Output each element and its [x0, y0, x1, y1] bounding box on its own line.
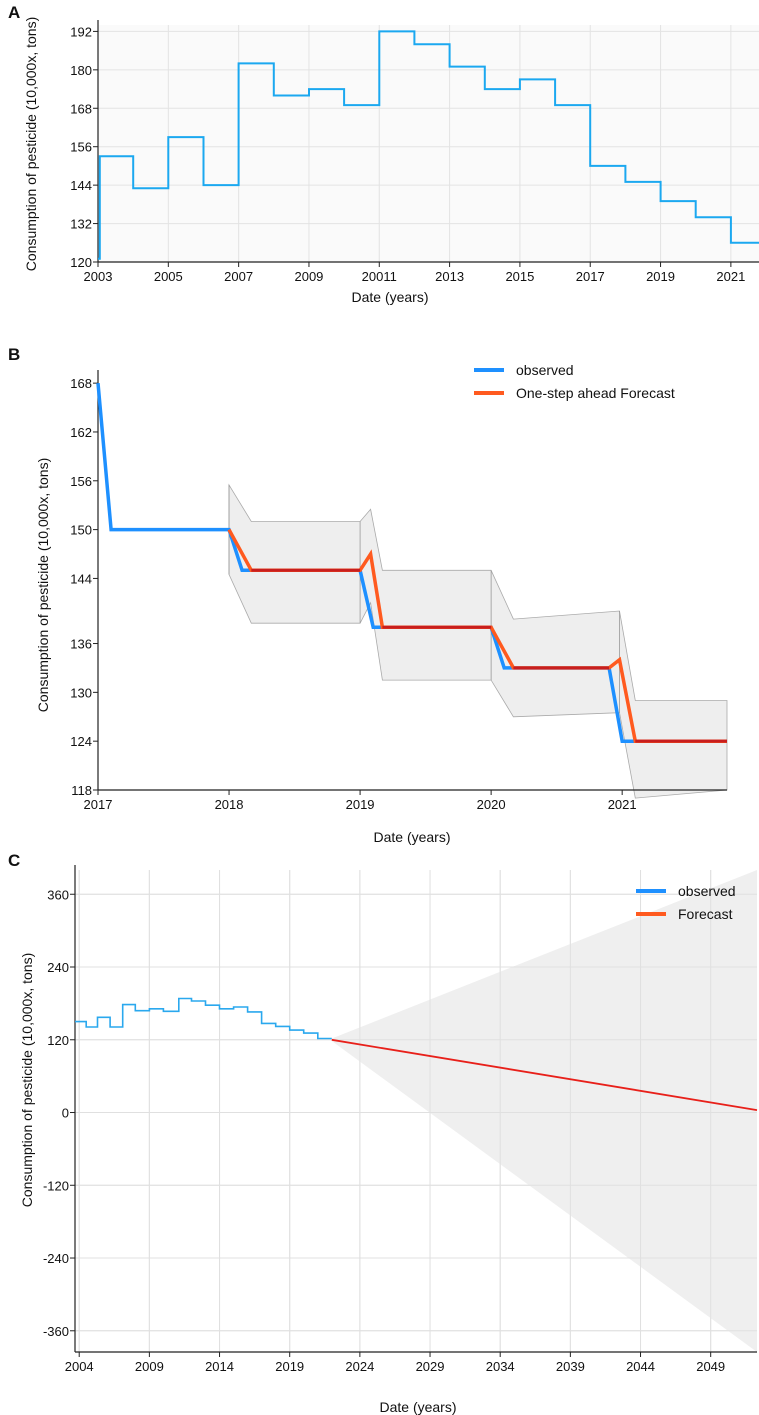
panel-a-y-tick-label: 180	[70, 63, 92, 78]
panel-b-x-tick-label: 2020	[477, 797, 506, 812]
panel-c-series-observed	[75, 997, 332, 1040]
panel-c: C Date (years) Consumption of pesticide …	[8, 851, 758, 1415]
panel-b-y-tick-label: 136	[70, 637, 92, 652]
panel-c-y-tick-label: 240	[47, 960, 69, 975]
panel-a-y-tick-label: 144	[70, 178, 92, 193]
panel-b-y-tick-label: 168	[70, 376, 92, 391]
panel-c-x-axis-title: Date (years)	[379, 1399, 456, 1415]
panel-b-legend-label-forecast: One-step ahead Forecast	[516, 385, 675, 401]
panel-c-y-axis-title: Consumption of pesticide (10,000x, tons)	[19, 953, 35, 1207]
panel-b-y-tick-label: 130	[70, 685, 92, 700]
panel-a-y-tick-label: 192	[70, 24, 92, 39]
panel-a-x-axis-title: Date (years)	[351, 289, 428, 305]
panel-c-x-tick-label: 2014	[205, 1359, 234, 1374]
panel-c-y-tick-label: -240	[43, 1251, 69, 1266]
panel-a-x-tick-label: 2015	[505, 269, 534, 284]
panel-c-series-forecast	[331, 1038, 758, 1111]
panel-b-y-tick-label: 150	[70, 523, 92, 538]
panel-c-y-tick-label: -120	[43, 1178, 69, 1193]
panel-b-x-tick-label: 2017	[84, 797, 113, 812]
panel-c-x-tick-label: 2024	[345, 1359, 374, 1374]
panel-a-y-axis-title: Consumption of pesticide (10,000x, tons)	[23, 17, 39, 271]
panel-b-letter: B	[8, 345, 20, 364]
panel-b-series-observed	[96, 382, 727, 743]
panel-a-letter: A	[8, 3, 20, 22]
panel-c-confidence-band	[331, 870, 757, 1352]
panel-b-x-axis-title: Date (years)	[373, 829, 450, 845]
panel-b-y-axis-title: Consumption of pesticide (10,000x, tons)	[35, 458, 51, 712]
panel-c-y-tick-label: -360	[43, 1324, 69, 1339]
panel-c-y-tick-label: 0	[62, 1106, 69, 1121]
panel-a-x-tick-label: 2003	[84, 269, 113, 284]
panel-c-legend-label-forecast: Forecast	[678, 906, 733, 922]
panel-c-y-tick-label: 360	[47, 887, 69, 902]
panel-c-y-tick-label: 120	[47, 1033, 69, 1048]
panel-a-x-tick-label: 2021	[716, 269, 745, 284]
panel-a-plot-area	[98, 25, 759, 262]
panel-c-letter: C	[8, 851, 20, 870]
panel-b-y-tick-label: 124	[70, 734, 92, 749]
panel-c-x-tick-label: 2044	[626, 1359, 655, 1374]
panel-b-x-tick-label: 2021	[608, 797, 637, 812]
panel-a: A Date (years) Consumption of pesticide …	[8, 3, 759, 305]
panel-a-series-observed	[98, 30, 759, 260]
panel-b-y-tick-label: 144	[70, 571, 92, 586]
panel-c-x-tick-label: 2029	[416, 1359, 445, 1374]
panel-b-y-tick-label: 162	[70, 425, 92, 440]
panel-a-y-tick-label: 132	[70, 217, 92, 232]
panel-a-y-tick-label: 120	[70, 255, 92, 270]
panel-b-confidence-band	[228, 483, 728, 799]
panel-c-x-tick-label: 2009	[135, 1359, 164, 1374]
panel-a-x-tick-label: 2017	[576, 269, 605, 284]
panel-a-x-tick-label: 2013	[435, 269, 464, 284]
panel-b-x-tick-label: 2018	[215, 797, 244, 812]
panel-b-x-tick-label: 2019	[346, 797, 375, 812]
panel-c-x-tick-label: 2019	[275, 1359, 304, 1374]
panel-c-x-tick-label: 2004	[65, 1359, 94, 1374]
panel-a-y-tick-label: 168	[70, 101, 92, 116]
panel-a-y-tick-label: 156	[70, 140, 92, 155]
panel-b-legend-label-observed: observed	[516, 362, 574, 378]
panel-b-y-tick-label: 118	[71, 783, 92, 798]
panel-b-y-tick-label: 156	[70, 474, 92, 489]
panel-a-x-tick-label: 2009	[294, 269, 323, 284]
panel-c-x-tick-label: 2049	[696, 1359, 725, 1374]
panel-c-legend-label-observed: observed	[678, 883, 736, 899]
panel-a-x-tick-label: 2007	[224, 269, 253, 284]
panel-c-x-tick-label: 2034	[486, 1359, 515, 1374]
panel-b: B Date (years) Consumption of pesticide …	[8, 345, 728, 845]
panel-a-x-tick-label: 2019	[646, 269, 675, 284]
panel-a-x-tick-label: 2005	[154, 269, 183, 284]
panel-c-x-tick-label: 2039	[556, 1359, 585, 1374]
panel-a-x-tick-label: 20011	[362, 269, 397, 284]
